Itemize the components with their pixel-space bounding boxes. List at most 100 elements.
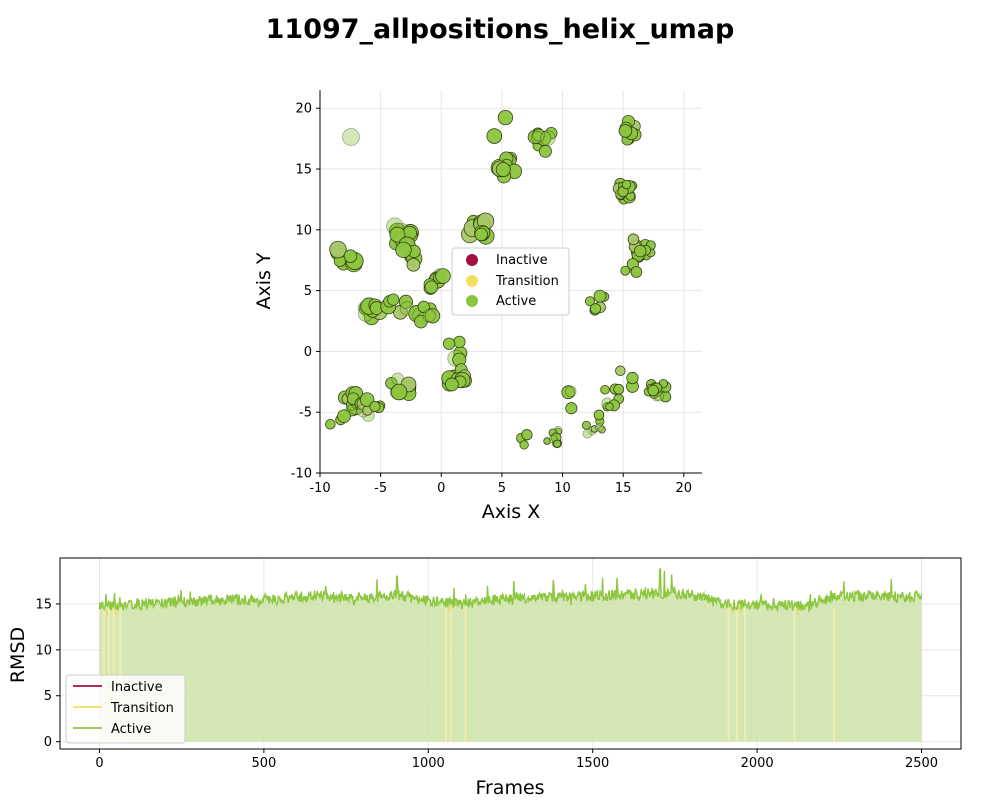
scatter-point: [329, 240, 347, 259]
rmsd-y-tick-label: 15: [35, 597, 52, 612]
scatter-point: [519, 440, 529, 450]
scatter-point: [543, 437, 551, 445]
legend-transition-label: Transition: [495, 274, 559, 289]
rmsd-transition-stripe: [832, 607, 835, 742]
scatter-point: [539, 144, 552, 158]
scatter-point: [553, 439, 562, 448]
rmsd-legend-transition-label: Transition: [110, 701, 174, 716]
scatter-x-tick-label: 15: [615, 481, 632, 496]
rmsd-legend-active-label: Active: [111, 722, 151, 737]
legend-transition-marker: [466, 275, 478, 287]
scatter-y-tick-label: -5: [299, 406, 312, 421]
scatter-y-tick-label: 20: [295, 102, 312, 117]
scatter-y-tick-label: 5: [304, 284, 312, 299]
rmsd-x-axis-label: Frames: [475, 777, 544, 799]
scatter-point: [593, 409, 605, 421]
scatter-axes: [319, 90, 702, 474]
scatter-y-axis-label: Axis Y: [253, 252, 275, 309]
rmsd-transition-stripe: [444, 607, 447, 742]
scatter-point: [424, 308, 441, 324]
scatter-point: [442, 337, 456, 350]
scatter-point: [540, 130, 556, 146]
scatter-x-tick-label: 5: [498, 481, 506, 496]
rmsd-legend-inactive-label: Inactive: [111, 680, 163, 695]
scatter-point: [564, 385, 577, 398]
rmsd-transition-stripe: [743, 607, 747, 742]
rmsd-transition-segment: [113, 607, 117, 616]
scatter-point: [647, 384, 660, 397]
scatter-point: [633, 244, 647, 258]
scatter-point: [581, 420, 591, 430]
figure-title: 11097_allpositions_helix_umap: [266, 14, 735, 45]
scatter-points: [325, 109, 672, 450]
rmsd-x-tick-label: 1500: [576, 756, 609, 771]
scatter-point: [627, 233, 640, 246]
scatter-point: [605, 402, 614, 411]
scatter-x-tick-label: 0: [437, 481, 445, 496]
scatter-point: [389, 226, 406, 243]
scatter-y-tick-label: 0: [304, 345, 312, 360]
rmsd-x-tick-label: 2500: [905, 756, 938, 771]
scatter-point: [626, 371, 639, 385]
scatter-x-tick-label: -5: [374, 481, 387, 496]
scatter-point: [417, 300, 430, 314]
scatter-point: [532, 128, 546, 142]
legend-active-label: Active: [496, 294, 536, 309]
scatter-point: [615, 365, 626, 377]
scatter-point: [395, 241, 412, 259]
scatter-point: [444, 377, 459, 392]
rmsd-x-tick-label: 1000: [412, 756, 445, 771]
scatter-legend-frame: [451, 247, 570, 316]
scatter-point: [342, 128, 360, 146]
scatter-x-tick-label: -10: [309, 481, 330, 496]
scatter-y-tick-label: 15: [295, 163, 312, 178]
scatter-point: [589, 303, 602, 315]
scatter-point: [406, 257, 421, 272]
rmsd-y-tick-label: 0: [44, 735, 52, 750]
scatter-point: [593, 289, 607, 303]
scatter-point: [369, 400, 381, 413]
scatter-point: [453, 335, 466, 348]
scatter-point: [530, 131, 544, 144]
legend-inactive-marker: [466, 254, 478, 266]
rmsd-active-area: [99, 569, 922, 742]
scatter-point: [343, 249, 358, 263]
scatter-point: [435, 268, 451, 284]
scatter-point: [598, 425, 606, 434]
scatter-point: [474, 227, 488, 242]
rmsd-series-line: [98, 568, 923, 617]
rmsd-transition-segment: [730, 605, 734, 614]
rmsd-y-axis-label: RMSD: [7, 627, 29, 683]
scatter-point: [398, 294, 413, 309]
legend-inactive-label: Inactive: [496, 253, 548, 268]
scatter-legend: Inactive Transition Active: [451, 247, 570, 316]
rmsd-x-tick-label: 0: [95, 756, 103, 771]
scatter-x-axis-label: Axis X: [482, 501, 540, 523]
scatter-x-tick-label: 10: [554, 481, 571, 496]
scatter-ticks: -10 -5 0 5 10 15 20 -10 -5 0 5 10 15 20: [291, 102, 692, 496]
scatter-point: [359, 392, 375, 407]
scatter-point: [422, 309, 436, 323]
scatter-point: [595, 423, 605, 432]
legend-active-marker: [466, 295, 478, 307]
rmsd-transition-segment: [738, 606, 742, 614]
scatter-point: [521, 429, 533, 441]
scatter-point: [590, 425, 599, 433]
scatter-x-tick-label: 20: [676, 481, 693, 496]
scatter-y-tick-label: -10: [291, 467, 312, 482]
rmsd-legend-frame: [65, 674, 186, 744]
scatter-point: [618, 124, 633, 138]
scatter-point: [390, 383, 408, 401]
scatter-point: [620, 265, 631, 276]
rmsd-y-tick-label: 10: [35, 643, 52, 658]
scatter-point: [495, 162, 511, 178]
rmsd-transition-stripe: [449, 607, 452, 742]
rmsd-x-tick-label: 2000: [741, 756, 774, 771]
rmsd-y-tick-label: 5: [44, 689, 52, 704]
umap-scatter-plot: -10 -5 0 5 10 15 20 -10 -5 0 5 10 15 20 Axis X Axis Y…: [253, 90, 702, 523]
scatter-point: [387, 293, 400, 306]
rmsd-line-plot: 0 500 1000 1500 2000 2500 0 5 10 15 Frames RMSD I…: [7, 557, 962, 799]
rmsd-transition-segment: [105, 608, 109, 617]
rmsd-transition-stripe: [735, 607, 738, 742]
scatter-point: [337, 409, 351, 424]
